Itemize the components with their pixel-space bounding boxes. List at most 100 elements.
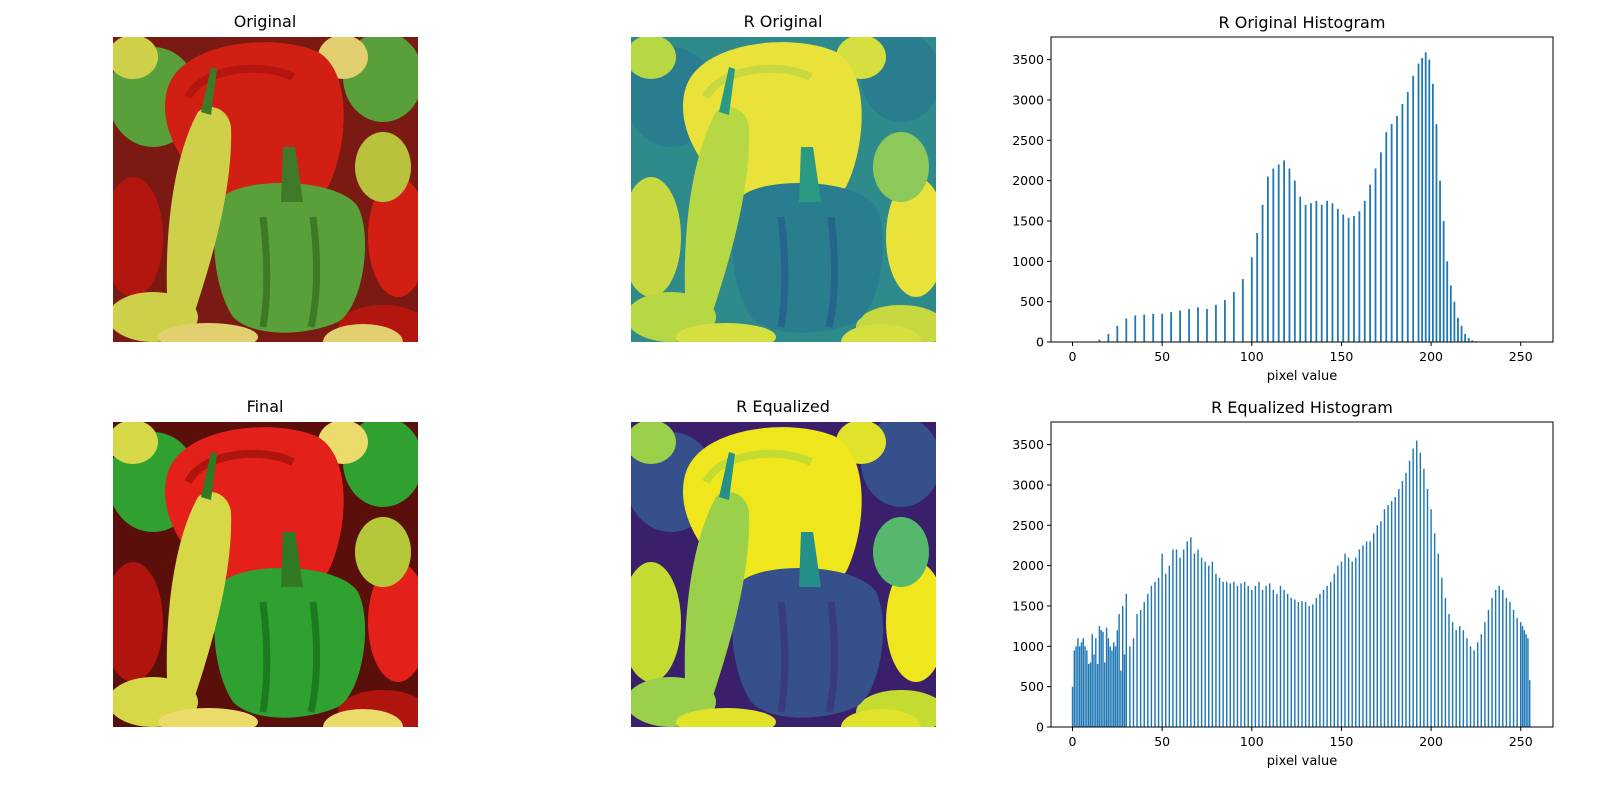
- histogram-bar: [1442, 220, 1445, 342]
- histogram-bar: [1480, 634, 1483, 727]
- r-equalized-image-shape: [719, 452, 735, 500]
- histogram-bar: [1331, 203, 1334, 342]
- histogram-bar: [1505, 597, 1508, 727]
- histogram-bar: [1512, 610, 1515, 727]
- histogram-bar: [1197, 307, 1199, 342]
- histogram-bar: [1396, 116, 1398, 343]
- histogram-bar: [1150, 585, 1153, 727]
- panel-title-r-original: R Original: [743, 12, 823, 31]
- histogram-bar: [1139, 610, 1142, 727]
- histogram-bar: [1390, 501, 1393, 727]
- histogram-bar: [1293, 180, 1296, 342]
- histogram-bar: [1294, 599, 1296, 727]
- final-image-shape: [166, 492, 232, 702]
- histogram-bar: [1071, 686, 1074, 727]
- hist-title: R Equalized Histogram: [1211, 398, 1393, 417]
- histogram-bar: [1312, 604, 1314, 727]
- histogram-bar: [1437, 553, 1439, 727]
- y-tick-label: 500: [1020, 679, 1044, 694]
- histogram-bar: [1464, 333, 1467, 342]
- histogram-bar: [1516, 618, 1518, 727]
- histogram-bar: [1208, 565, 1210, 727]
- histogram-bar: [1277, 164, 1280, 342]
- original-image-shape: [201, 67, 217, 115]
- histogram-bar: [1125, 318, 1128, 342]
- histogram-bar: [1394, 497, 1396, 727]
- x-tick-label: 250: [1509, 734, 1533, 749]
- r-original-image-shape: [631, 37, 676, 79]
- histogram-bar: [1351, 561, 1353, 727]
- histogram-bar: [1229, 583, 1232, 727]
- histogram-bar: [1286, 593, 1289, 727]
- histogram-bar: [1520, 622, 1522, 727]
- histogram-bar: [1200, 557, 1203, 727]
- original-image-shape: [368, 177, 418, 297]
- histogram-bar: [1398, 488, 1400, 727]
- histogram-bar: [1121, 605, 1124, 727]
- histogram-bar: [1175, 549, 1178, 727]
- r-equalized-image-shape: [841, 709, 921, 727]
- final-image-shape: [113, 562, 163, 682]
- histogram-bar: [1412, 448, 1414, 727]
- histogram-bar: [1206, 308, 1208, 342]
- final-image-shape: [368, 562, 418, 682]
- panel-title-r-equalized: R Equalized: [736, 397, 830, 416]
- histogram-bar: [1190, 537, 1192, 727]
- histogram-bar: [1487, 610, 1490, 727]
- histogram-bar: [1433, 533, 1436, 727]
- final-image-shape: [201, 452, 217, 500]
- final-image-shape: [323, 709, 403, 727]
- original-image-shape: [158, 323, 258, 342]
- histogram-bar: [1113, 642, 1115, 727]
- histogram-bar: [1462, 630, 1465, 727]
- histogram-bar: [1084, 646, 1086, 727]
- histogram-bar: [1337, 565, 1339, 727]
- histogram-bar: [1082, 638, 1084, 727]
- histogram-bar: [1417, 63, 1420, 342]
- histogram-bar: [1161, 313, 1164, 342]
- histogram-bar: [1471, 340, 1474, 342]
- histogram-bar: [1416, 440, 1418, 727]
- histogram-bar: [1125, 593, 1128, 727]
- x-tick-label: 150: [1330, 734, 1354, 749]
- histogram-bar: [1326, 200, 1328, 342]
- histogram-bar: [1087, 664, 1090, 727]
- histogram-bar: [1374, 168, 1377, 342]
- histogram-bar: [1161, 553, 1163, 727]
- r-original-image-shape: [702, 64, 813, 100]
- panel-title-final: Final: [246, 397, 284, 416]
- histogram-bar: [1080, 642, 1083, 727]
- histogram-bar: [1224, 300, 1226, 342]
- x-tick-label: 0: [1069, 734, 1077, 749]
- histogram-bar: [1241, 279, 1244, 342]
- histogram-bar: [1451, 622, 1454, 727]
- r-equalized-image-shape: [684, 492, 750, 702]
- histogram-bar: [1459, 626, 1461, 727]
- histogram-bar: [1179, 310, 1181, 342]
- histogram-bar: [1225, 581, 1228, 727]
- final-image-shape: [184, 449, 295, 485]
- histogram-bar: [1172, 549, 1174, 727]
- histogram-bar: [1502, 589, 1504, 727]
- original-image-shape: [355, 132, 411, 202]
- histogram-bar: [1439, 180, 1441, 342]
- r-equalized-image-shape: [631, 562, 681, 682]
- histogram-bar: [1315, 597, 1318, 727]
- histogram-bar: [1247, 585, 1249, 727]
- histogram-bar: [1073, 650, 1076, 727]
- y-tick-label: 1000: [1012, 639, 1044, 654]
- histogram-bar: [1340, 561, 1343, 727]
- histogram-bar: [1467, 337, 1470, 342]
- final-image-shape: [158, 708, 258, 727]
- histogram-bar: [1355, 557, 1357, 727]
- r-original-image-shape: [732, 183, 884, 333]
- histogram-bar: [1243, 581, 1246, 727]
- original-image-shape: [214, 183, 366, 333]
- x-tick-label: 200: [1419, 734, 1443, 749]
- histogram-bar: [1111, 650, 1113, 727]
- r-original-image-shape: [873, 132, 929, 202]
- histogram-bar: [1272, 589, 1275, 727]
- histogram-bar: [1297, 601, 1300, 727]
- histogram-bar: [1105, 627, 1108, 727]
- histogram-bar: [1347, 557, 1350, 727]
